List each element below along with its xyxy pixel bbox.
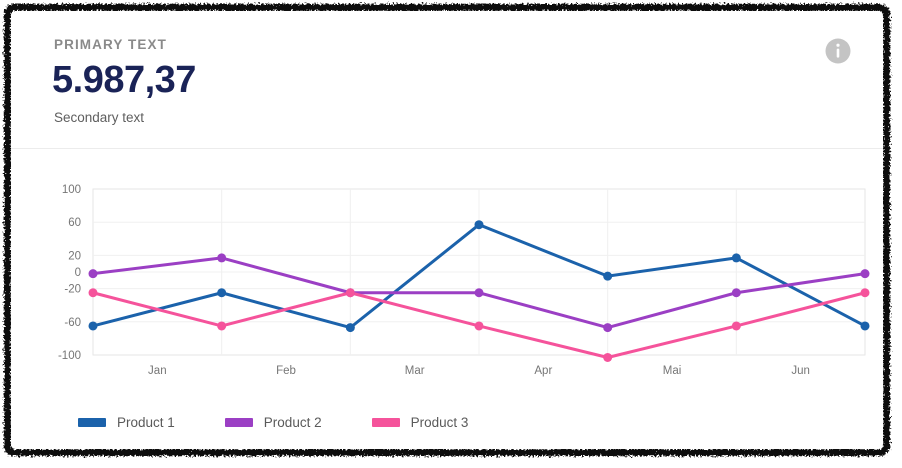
chart-area: 100 60 20 0 -20 -60 -100 Jan Feb Mar Apr Mai Jun Pro…	[11, 149, 883, 449]
y-axis-tick-label: -60	[64, 317, 81, 329]
data-point[interactable]	[474, 220, 484, 230]
legend-swatch-product-3	[371, 417, 400, 427]
metric-card: PRIMARY TEXT 5.987,37 Secondary text 100…	[11, 11, 883, 449]
y-axis-tick-label: -20	[64, 284, 81, 296]
data-point[interactable]	[731, 253, 741, 263]
data-point[interactable]	[345, 323, 355, 333]
data-point[interactable]	[88, 321, 98, 331]
data-point[interactable]	[474, 321, 484, 331]
data-point[interactable]	[603, 323, 613, 333]
data-point[interactable]	[603, 352, 613, 362]
data-point[interactable]	[88, 288, 98, 298]
data-point[interactable]	[217, 288, 227, 298]
data-point[interactable]	[474, 288, 484, 298]
y-axis-tick-label: 100	[62, 184, 81, 196]
legend-label-product-1: Product 1	[117, 414, 175, 430]
legend-label-product-3: Product 3	[410, 414, 469, 430]
data-point[interactable]	[217, 321, 227, 331]
data-point[interactable]	[731, 288, 741, 298]
card-header: PRIMARY TEXT 5.987,37 Secondary text	[11, 11, 883, 148]
data-point[interactable]	[217, 253, 227, 263]
legend-swatch-product-2	[224, 417, 253, 427]
data-point[interactable]	[860, 269, 870, 279]
primary-value: 5.987,37	[52, 59, 196, 101]
secondary-text: Secondary text	[54, 110, 145, 125]
data-point[interactable]	[731, 321, 741, 331]
line-chart: 100 60 20 0 -20 -60 -100 Jan Feb Mar Apr Mai Jun	[58, 184, 870, 377]
legend-item-product-3[interactable]: Product 3	[371, 414, 469, 430]
y-axis-tick-label: -100	[58, 350, 81, 362]
x-axis-tick-label: Jun	[791, 365, 810, 377]
y-axis-tick-label: 0	[75, 267, 81, 279]
data-point[interactable]	[603, 271, 613, 281]
card-sketch-outline	[4, 4, 890, 456]
x-axis-tick-label: Mai	[663, 365, 682, 377]
legend-item-product-1[interactable]: Product 1	[78, 415, 175, 430]
legend-item-product-2[interactable]: Product 2	[224, 414, 322, 430]
info-icon[interactable]	[825, 38, 851, 64]
x-axis-tick-label: Apr	[534, 365, 552, 377]
header-divider	[11, 148, 883, 149]
data-point[interactable]	[860, 321, 870, 331]
legend-swatch-product-1	[78, 417, 106, 427]
y-axis-tick-label: 20	[68, 250, 81, 262]
legend-label-product-2: Product 2	[263, 414, 322, 430]
y-axis-tick-label: 60	[68, 217, 81, 229]
x-axis-tick-label: Mar	[405, 365, 425, 377]
data-point[interactable]	[88, 269, 98, 279]
x-axis-tick-label: Jan	[148, 365, 167, 377]
data-point[interactable]	[860, 288, 870, 298]
data-point[interactable]	[345, 288, 355, 298]
x-axis-tick-label: Feb	[276, 365, 296, 377]
chart-legend: Product 1 Product 2 Product 3	[11, 407, 883, 437]
primary-label: PRIMARY TEXT	[54, 37, 167, 52]
